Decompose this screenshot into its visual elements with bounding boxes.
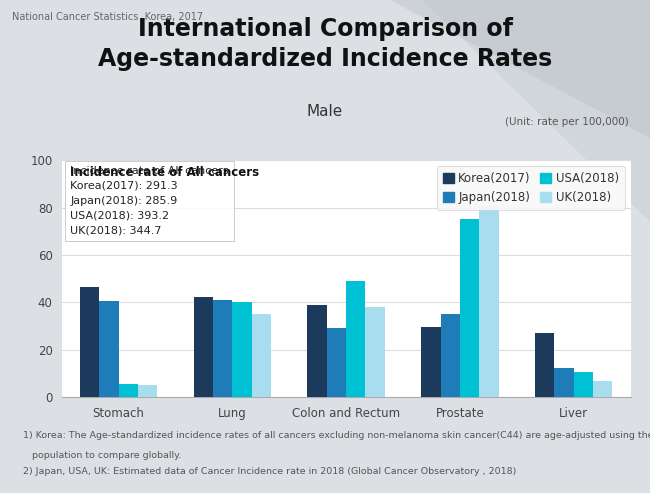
Text: Incidence rate of All cancers
Korea(2017): 291.3
Japan(2018): 285.9
USA(2018): 3: Incidence rate of All cancers Korea(2017… <box>70 166 229 235</box>
Bar <box>573 372 593 397</box>
Legend: Korea(2017), Japan(2018), USA(2018), UK(2018): Korea(2017), Japan(2018), USA(2018), UK(… <box>437 166 625 210</box>
Bar <box>194 297 213 397</box>
Bar <box>213 300 233 397</box>
Text: International Comparison of
Age-standardized Incidence Rates: International Comparison of Age-standard… <box>98 17 552 71</box>
Bar <box>593 382 612 397</box>
Text: (Unit: rate per 100,000): (Unit: rate per 100,000) <box>506 117 629 127</box>
Bar <box>460 219 479 397</box>
Bar <box>118 384 138 397</box>
Bar <box>307 305 327 397</box>
Text: National Cancer Statistics  Korea, 2017: National Cancer Statistics Korea, 2017 <box>12 12 203 22</box>
Polygon shape <box>390 0 650 138</box>
Polygon shape <box>273 0 650 222</box>
Bar <box>421 327 441 397</box>
Bar <box>346 281 365 397</box>
Bar <box>365 307 385 397</box>
Bar <box>138 385 157 397</box>
Text: 1) Korea: The Age-standardized incidence rates of all cancers excluding non-mela: 1) Korea: The Age-standardized incidence… <box>23 431 650 440</box>
Bar <box>252 314 271 397</box>
Bar <box>535 333 554 397</box>
Bar <box>554 368 573 397</box>
Text: population to compare globally.: population to compare globally. <box>23 451 181 460</box>
Bar <box>327 328 346 397</box>
Bar <box>441 314 460 397</box>
Bar <box>479 207 499 397</box>
Text: Incidence rate of All cancers: Incidence rate of All cancers <box>70 166 259 179</box>
Text: Male: Male <box>307 104 343 118</box>
Text: 2) Japan, USA, UK: Estimated data of Cancer Incidence rate in 2018 (Global Cance: 2) Japan, USA, UK: Estimated data of Can… <box>23 467 516 476</box>
Bar <box>99 301 118 397</box>
Bar <box>233 302 252 397</box>
Bar <box>80 287 99 397</box>
